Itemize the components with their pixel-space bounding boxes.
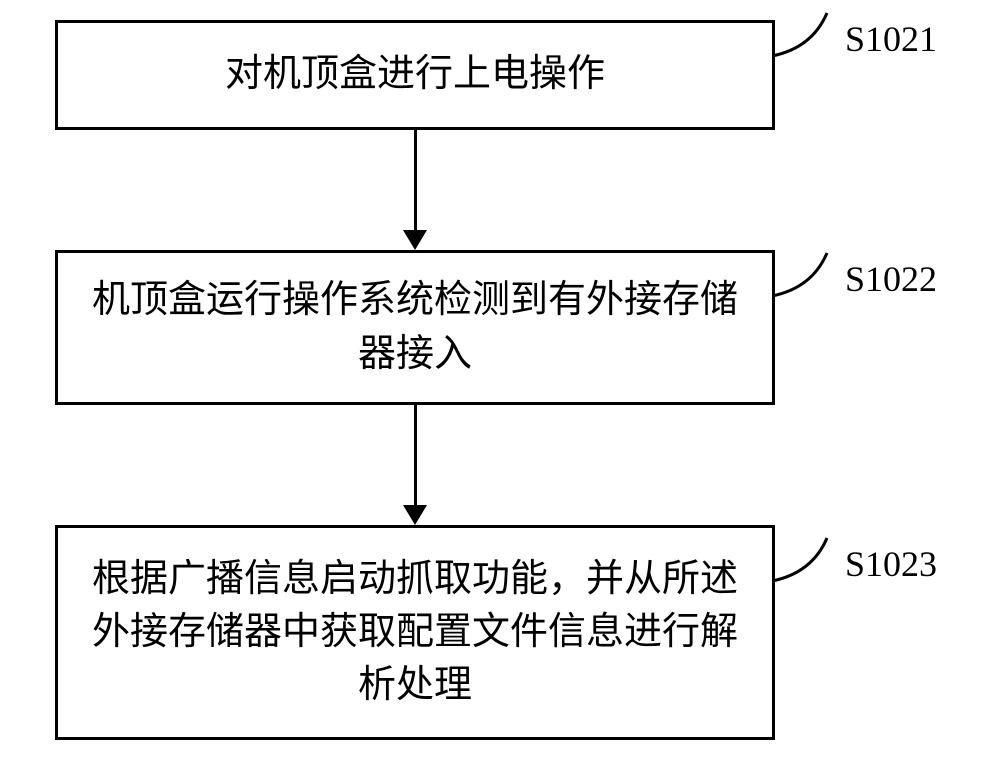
flowchart-node-s1023: 根据广播信息启动抓取功能，并从所述外接存储器中获取配置文件信息进行解析处理 S1… bbox=[55, 525, 775, 740]
bracket-curve-s1023 bbox=[772, 533, 832, 583]
arrow-line bbox=[414, 405, 417, 507]
flowchart-node-s1022: 机顶盒运行操作系统检测到有外接存储器接入 S1022 bbox=[55, 250, 775, 405]
arrow-line bbox=[414, 130, 417, 232]
arrow-head-icon bbox=[403, 230, 427, 250]
arrow-head-icon bbox=[403, 505, 427, 525]
node-text-s1021: 对机顶盒进行上电操作 bbox=[225, 48, 605, 101]
node-label-s1022: S1022 bbox=[845, 258, 937, 300]
node-text-s1022: 机顶盒运行操作系统检测到有外接存储器接入 bbox=[88, 274, 742, 380]
arrow-s1022-s1023 bbox=[55, 405, 775, 525]
node-text-s1023: 根据广播信息启动抓取功能，并从所述外接存储器中获取配置文件信息进行解析处理 bbox=[88, 553, 742, 713]
node-label-s1021: S1021 bbox=[845, 18, 937, 60]
bracket-curve-s1021 bbox=[772, 8, 832, 58]
flowchart-node-s1021: 对机顶盒进行上电操作 S1021 bbox=[55, 20, 775, 130]
bracket-curve-s1022 bbox=[772, 248, 832, 298]
arrow-s1021-s1022 bbox=[55, 130, 775, 250]
node-label-s1023: S1023 bbox=[845, 543, 937, 585]
